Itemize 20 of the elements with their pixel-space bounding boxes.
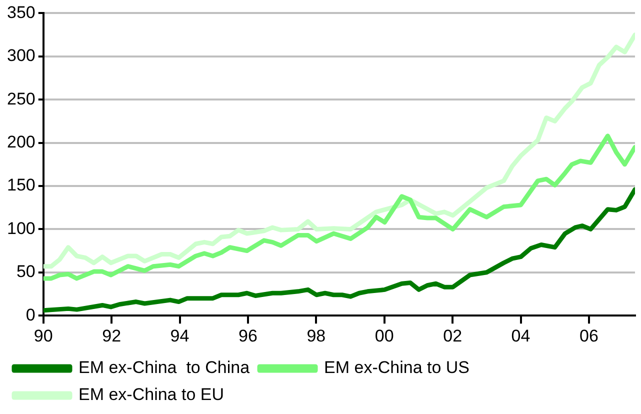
y-tick-label: 300 bbox=[6, 46, 36, 66]
x-tick-label: 90 bbox=[34, 326, 53, 346]
y-tick-label: 0 bbox=[26, 305, 36, 324]
y-tick-label: 250 bbox=[6, 89, 36, 108]
y-tick-label: 350 bbox=[6, 2, 36, 22]
y-tick-label: 150 bbox=[6, 176, 36, 195]
x-tick-label: 92 bbox=[102, 326, 122, 346]
x-tick-label: 98 bbox=[306, 326, 326, 346]
y-tick-label: 100 bbox=[6, 218, 36, 238]
y-tick-label: 50 bbox=[16, 262, 36, 282]
y-tick-label: 200 bbox=[6, 132, 36, 152]
legend-label: EM ex-China to China bbox=[78, 358, 250, 378]
x-tick-label: 04 bbox=[511, 326, 530, 346]
x-tick-label: 02 bbox=[443, 326, 462, 346]
x-tick-label: 96 bbox=[238, 326, 258, 346]
legend-label: EM ex-China to EU bbox=[78, 385, 224, 404]
legend-label: EM ex-China to US bbox=[324, 358, 470, 378]
x-tick-label: 94 bbox=[170, 326, 190, 346]
x-tick-label: 06 bbox=[580, 326, 598, 346]
x-tick-label: 00 bbox=[374, 326, 394, 346]
